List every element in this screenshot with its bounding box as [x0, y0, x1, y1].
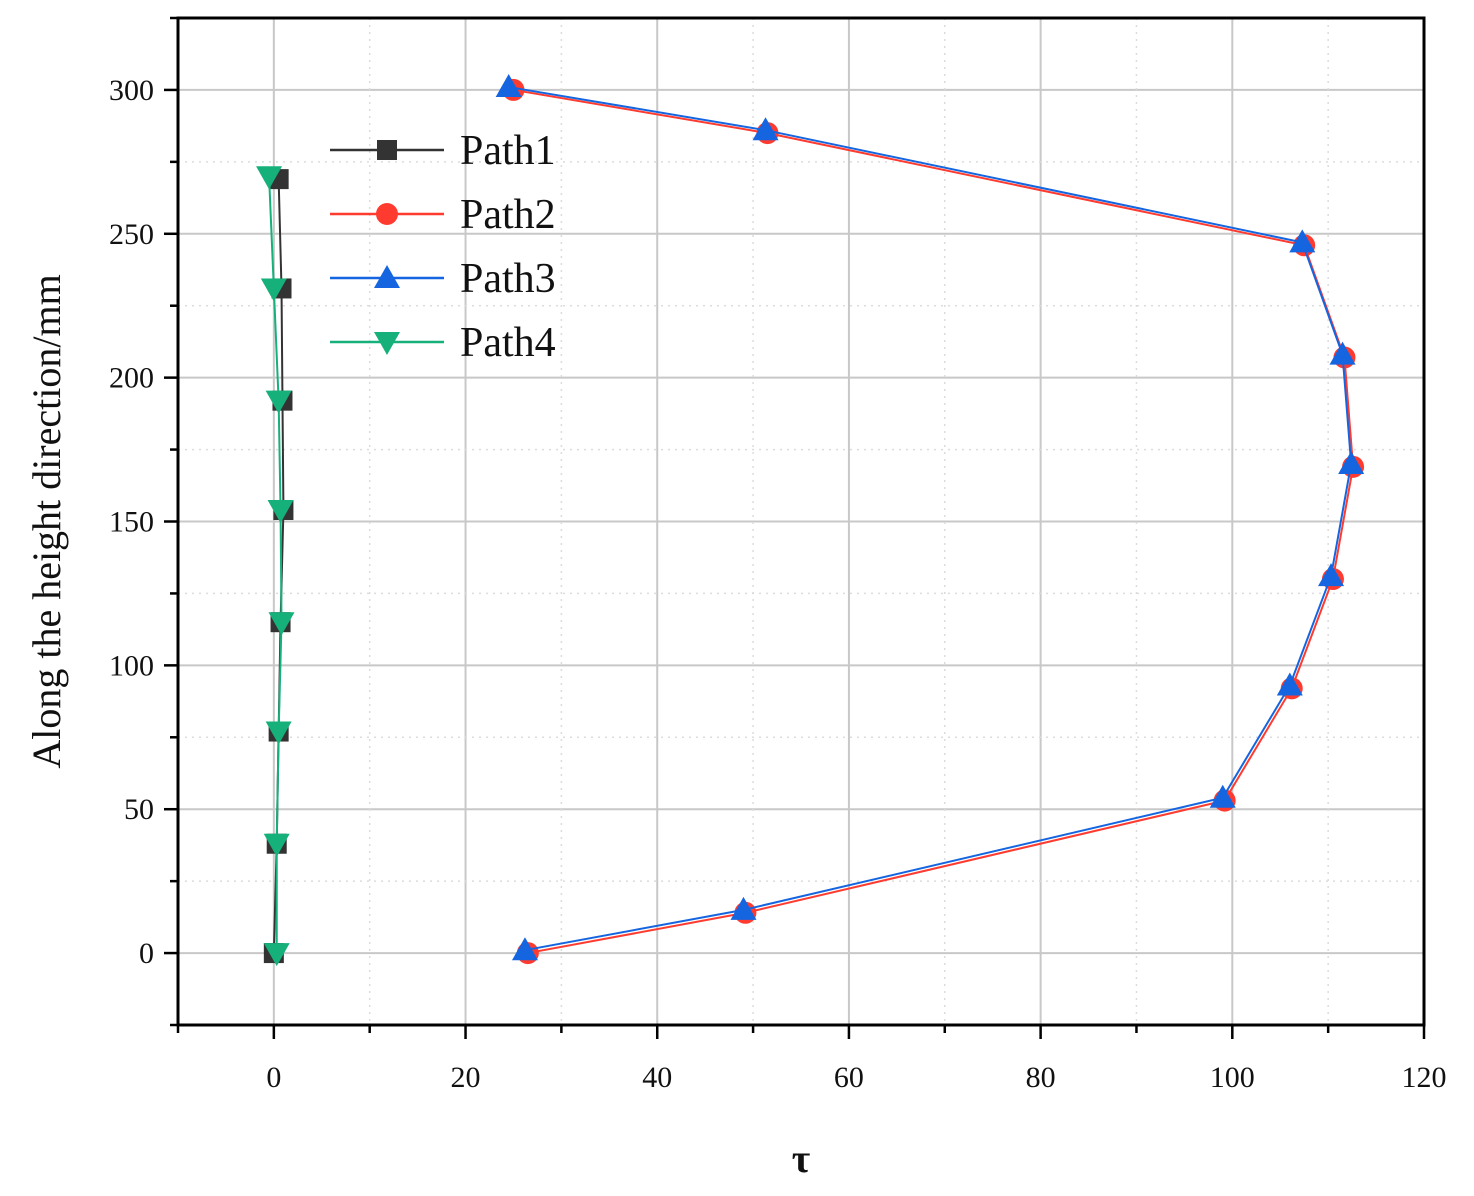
x-tick-label: 120 — [1402, 1061, 1447, 1094]
legend-marker — [376, 203, 398, 225]
data-point-path4 — [265, 390, 292, 414]
data-point-path3 — [495, 74, 522, 98]
data-point-path3 — [1318, 563, 1345, 587]
legend-label: Path3 — [460, 256, 556, 302]
legend-item-path4: Path4 — [330, 320, 556, 366]
y-tick-label: 250 — [109, 218, 154, 251]
legend-marker — [374, 332, 400, 355]
x-tick-label: 60 — [834, 1061, 864, 1094]
series-line-path2 — [513, 88, 1355, 955]
data-point-path3 — [1338, 450, 1365, 474]
legend-item-path3: Path3 — [330, 256, 556, 302]
data-point-path4 — [256, 166, 283, 190]
legend-label: Path1 — [460, 128, 556, 174]
data-point-path3 — [752, 117, 779, 141]
series-line-path3 — [508, 86, 1353, 952]
y-tick-label: 300 — [109, 74, 154, 107]
data-point-path3 — [1329, 341, 1356, 365]
series-line-path4 — [268, 176, 283, 954]
data-point-path4 — [265, 721, 292, 745]
x-axis-title: τ — [792, 1136, 810, 1181]
legend-item-path2: Path2 — [330, 192, 556, 238]
series-layer — [256, 74, 1365, 967]
data-point-path4 — [263, 833, 290, 857]
series-path4 — [256, 166, 295, 967]
data-point-path4 — [268, 612, 295, 636]
data-point-path3 — [1209, 784, 1236, 808]
legend-marker — [377, 140, 397, 160]
legend-marker — [374, 265, 400, 288]
legend-label: Path4 — [460, 320, 556, 366]
data-point-path4 — [263, 943, 290, 967]
data-point-path4 — [260, 278, 287, 302]
y-tick-label: 0 — [139, 937, 154, 970]
x-tick-label: 40 — [642, 1061, 672, 1094]
data-point-path3 — [1276, 672, 1303, 696]
y-tick-label: 50 — [124, 793, 154, 826]
y-tick-label: 100 — [109, 649, 154, 682]
data-point-path4 — [267, 499, 294, 523]
x-tick-label: 80 — [1026, 1061, 1056, 1094]
data-point-path3 — [730, 896, 757, 920]
axis-ticks: 0 20 40 60 80 100 120 0 50 100 150 200 250 300 — [109, 16, 1447, 1094]
y-axis-title: Along the height direction/mm — [24, 274, 69, 768]
legend: Path1 Path2 Path3 Path4 — [330, 128, 556, 366]
legend-label: Path2 — [460, 192, 556, 238]
x-tick-label: 20 — [451, 1061, 481, 1094]
x-tick-label: 0 — [266, 1061, 281, 1094]
data-point-path3 — [511, 937, 538, 961]
series-path3 — [495, 74, 1365, 961]
x-tick-label: 100 — [1210, 1061, 1255, 1094]
legend-item-path1: Path1 — [330, 128, 556, 174]
data-point-path3 — [1289, 229, 1316, 253]
y-tick-label: 150 — [109, 506, 154, 539]
y-tick-label: 200 — [109, 362, 154, 395]
